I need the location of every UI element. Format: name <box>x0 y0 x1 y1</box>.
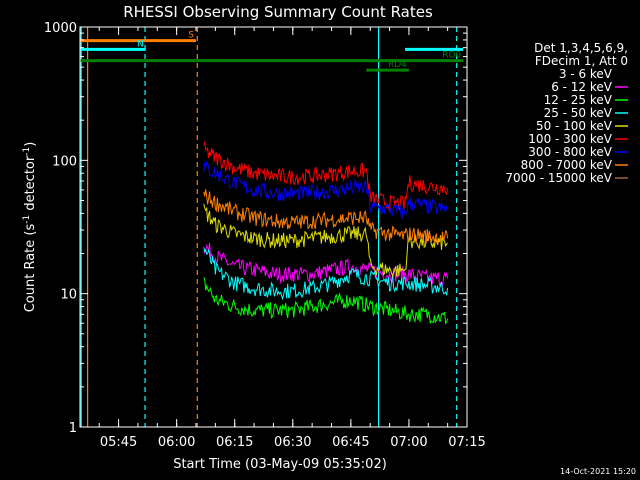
x-tick-label: 06:15 <box>216 435 253 450</box>
legend-label: 12 - 25 keV <box>544 93 613 107</box>
y-tick-label: 1000 <box>44 21 77 36</box>
y-axis-label-part: -1 <box>22 215 32 224</box>
footer-date: 14-Oct-2021 15:20 <box>560 467 636 476</box>
flag-bar-label: RD0 <box>442 51 461 61</box>
chart-title: RHESSI Observing Summary Count Rates <box>123 3 433 21</box>
series-line <box>203 203 448 278</box>
x-axis-label: Start Time (03-May-09 05:35:02) <box>173 457 387 472</box>
series-line <box>203 242 449 287</box>
legend-label: 7000 - 15000 keV <box>505 171 612 185</box>
legend-label: 300 - 800 keV <box>528 145 612 159</box>
x-tick-label: 06:00 <box>158 435 195 450</box>
y-tick-label: 1 <box>69 421 77 436</box>
axes: 1 10 100 1000 05:45 06:00 06:15 06:30 06:45 07:00… <box>44 21 486 450</box>
legend-label: 100 - 300 keV <box>528 132 612 146</box>
legend-header: Det 1,3,4,5,6,9, <box>534 41 628 55</box>
flag-bar-label: S <box>188 31 194 41</box>
x-tick-label: 07:15 <box>448 435 485 450</box>
legend-header: FDecim 1, Att 0 <box>535 54 628 68</box>
y-axis-label-part: detector <box>23 155 38 215</box>
legend-label: 6 - 12 keV <box>551 80 613 94</box>
x-tick-label: 06:45 <box>332 435 369 450</box>
legend-label: 800 - 7000 keV <box>521 158 613 172</box>
legend-label: 50 - 100 keV <box>536 119 613 133</box>
y-axis-label-part: ) <box>23 142 38 147</box>
series-line <box>203 140 449 213</box>
series-line <box>203 247 449 301</box>
y-axis-label-part: Count Rate (s <box>23 224 38 313</box>
y-tick-label: 100 <box>52 154 77 169</box>
series-line <box>203 189 449 246</box>
x-tick-label: 07:00 <box>390 435 427 450</box>
y-axis-label-part: -1 <box>22 147 32 156</box>
x-tick-label: 05:45 <box>100 435 137 450</box>
legend-label: 3 - 6 keV <box>559 67 613 81</box>
legend: Det 1,3,4,5,6,9,FDecim 1, Att 03 - 6 keV… <box>505 41 628 185</box>
y-axis-label: Count Rate (s-1 detector-1) <box>22 142 38 313</box>
legend-label: 25 - 50 keV <box>544 106 613 120</box>
y-tick-label: 10 <box>60 288 77 303</box>
flag-bar-label: RD4 <box>388 60 407 70</box>
flag-bar-label: N <box>137 39 144 49</box>
series-line <box>203 277 449 325</box>
plot-content: S N RD0 RD4 <box>80 27 464 427</box>
series-line <box>203 161 449 219</box>
x-tick-label: 06:30 <box>274 435 311 450</box>
